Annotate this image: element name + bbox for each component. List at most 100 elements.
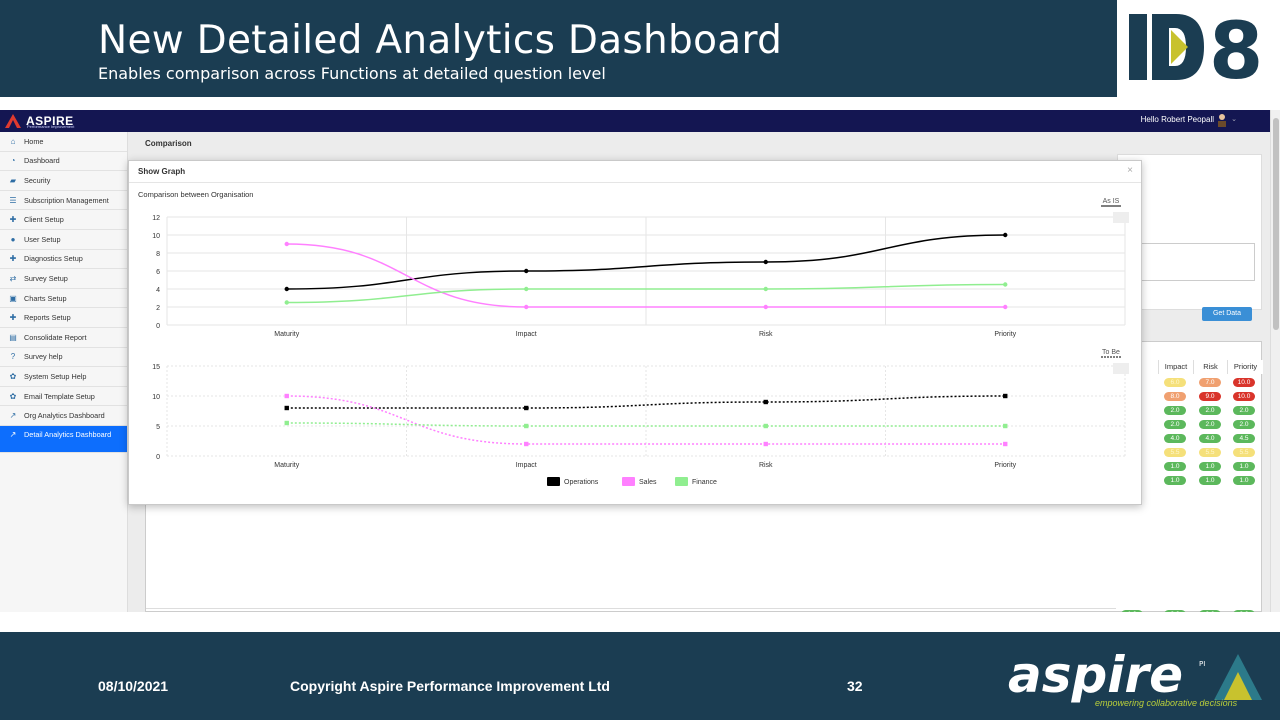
y-tick-label: 4 (156, 287, 160, 294)
y-tick-label: 15 (152, 364, 160, 371)
sidebar-item-label: User Setup (24, 234, 61, 244)
score-badge: 2.0 (1199, 406, 1221, 415)
sidebar-item-diagnostics-setup[interactable]: ✚ Diagnostics Setup (0, 250, 127, 270)
sidebar-item-label: Dashboard (24, 156, 60, 166)
sidebar-item-label: Subscription Management (24, 195, 109, 205)
score-badge: 1.0 (1233, 462, 1255, 471)
sidebar-item-client-setup[interactable]: ✚ Client Setup (0, 210, 127, 230)
score-badge: 2.0 (1233, 420, 1255, 429)
sidebar-item-consolidate-report[interactable]: ▤ Consolidate Report (0, 328, 127, 348)
user-avatar[interactable] (1216, 113, 1228, 128)
score-badge: 5.5 (1164, 448, 1186, 457)
phase-label: AS IS (1086, 608, 1116, 612)
question-icon: ? (10, 352, 16, 362)
score-badge: 2.0 (1164, 610, 1186, 612)
filter-textarea[interactable] (1126, 243, 1255, 281)
sidebar-item-label: Charts Setup (24, 293, 67, 303)
column-header-impact[interactable]: Impact (1158, 360, 1193, 374)
chart-series-title: To Be (1102, 349, 1120, 356)
x-tick-label: Risk (759, 462, 773, 469)
sidebar-item-reports-setup[interactable]: ✚ Reports Setup (0, 308, 127, 328)
score-badge: 8.0 (1164, 392, 1186, 401)
scrollbar[interactable] (1270, 110, 1280, 612)
sidebar-item-charts-setup[interactable]: ▣ Charts Setup (0, 289, 127, 309)
sidebar-item-label: Home (24, 136, 44, 146)
sidebar-item-org-analytics-dashboard[interactable]: ↗ Org Analytics Dashboard (0, 406, 127, 426)
sidebar-item-system-setup-help[interactable]: ✿ System Setup Help (0, 367, 127, 387)
y-tick-label: 0 (156, 454, 160, 461)
score-badge: 1.0 (1164, 476, 1186, 485)
score-badge: 5.5 (1233, 448, 1255, 457)
data-point (763, 423, 768, 429)
score-badge: 2.0 (1233, 610, 1255, 612)
score-badge: 4.5 (1233, 434, 1255, 443)
aspire-app-logo-icon (5, 114, 21, 128)
series-line-sales (286, 395, 1006, 445)
chart-menu-icon (1113, 212, 1129, 223)
legend-label: Operations (564, 479, 599, 486)
chevron-down-icon[interactable]: ⌄ (1231, 116, 1237, 123)
plus-icon: ✚ (9, 254, 17, 264)
score-badge: 4.0 (1164, 434, 1186, 443)
exchange-icon: ⇄ (9, 273, 17, 283)
score-badge: 7.0 (1199, 378, 1221, 387)
slide-title: New Detailed Analytics Dashboard (98, 18, 783, 63)
page-number: 32 (847, 678, 863, 694)
line-chart-icon: ↗ (9, 411, 17, 421)
data-point (763, 304, 768, 310)
data-point (284, 241, 289, 247)
sidebar-item-email-template-setup[interactable]: ✿ Email Template Setup (0, 387, 127, 407)
sidebar-item-label: Survey Setup (24, 273, 68, 283)
id8-logo: 8 (1129, 12, 1263, 84)
brand-name: ASPIRE (26, 114, 74, 128)
user-icon: ● (10, 234, 16, 244)
legend-swatch (675, 477, 688, 486)
score-badge: 2.0 (1164, 420, 1186, 429)
gear-icon: ✿ (9, 371, 17, 381)
sidebar-item-user-setup[interactable]: ● User Setup (0, 230, 127, 250)
data-point (1003, 232, 1008, 238)
table-row: Show GraphEthos_Principles_EthosHow woul… (146, 608, 1086, 612)
slide-footer: 08/10/2021 Copyright Aspire Performance … (0, 632, 1280, 720)
data-point (284, 393, 289, 399)
x-tick-label: Maturity (274, 462, 299, 469)
sidebar-item-survey-help[interactable]: ? Survey help (0, 348, 127, 368)
score-badge: 1.0 (1199, 476, 1221, 485)
x-tick-label: Risk (759, 331, 773, 338)
data-point (763, 286, 768, 292)
data-point (284, 405, 289, 411)
sidebar-item-home[interactable]: ⌂ Home (0, 132, 127, 152)
brand-subtitle: Performance Improvement (27, 124, 75, 129)
x-tick-label: Impact (516, 331, 537, 338)
chart-series-title: As IS (1103, 198, 1120, 205)
home-icon: ⌂ (10, 136, 16, 146)
data-point (1003, 423, 1008, 429)
sidebar: ⌂ Home ◔ Dashboard ▰ Security ☰ Subscription Ma… (0, 132, 128, 612)
column-header-risk[interactable]: Risk (1193, 360, 1227, 374)
score-badge: 4.0 (1199, 434, 1221, 443)
data-point (524, 423, 529, 429)
aspire-logo-text: aspire (1008, 646, 1183, 704)
sidebar-item-label: Consolidate Report (24, 332, 87, 342)
score-badge: 10.0 (1233, 378, 1255, 387)
close-icon[interactable]: × (1127, 165, 1133, 176)
sidebar-item-security[interactable]: ▰ Security (0, 171, 127, 191)
show-graph-modal: Show Graph × Comparison between Organisa… (128, 160, 1142, 505)
sidebar-item-dashboard[interactable]: ◔ Dashboard (0, 152, 127, 172)
score-badge: 1.0 (1164, 462, 1186, 471)
column-header-priority[interactable]: Priority (1227, 360, 1263, 374)
sidebar-item-detail-analytics-dashboard[interactable]: ↗ Detail Analytics Dashboard (0, 425, 127, 453)
sidebar-item-label: System Setup Help (24, 371, 87, 381)
sidebar-item-subscription-management[interactable]: ☰ Subscription Management (0, 191, 127, 211)
user-greeting[interactable]: Hello Robert Peopall (1140, 115, 1214, 124)
slide-header: New Detailed Analytics Dashboard Enables… (0, 0, 1117, 97)
score-badge: 6.0 (1164, 378, 1186, 387)
y-tick-label: 0 (156, 323, 160, 330)
y-tick-label: 6 (156, 269, 160, 276)
get-data-button[interactable]: Get Data (1202, 307, 1252, 321)
scrollbar-thumb[interactable] (1273, 118, 1279, 330)
sidebar-item-survey-setup[interactable]: ⇄ Survey Setup (0, 269, 127, 289)
x-tick-label: Priority (994, 331, 1016, 338)
aspire-logo-sup: PI (1199, 660, 1205, 668)
data-point (524, 441, 529, 447)
